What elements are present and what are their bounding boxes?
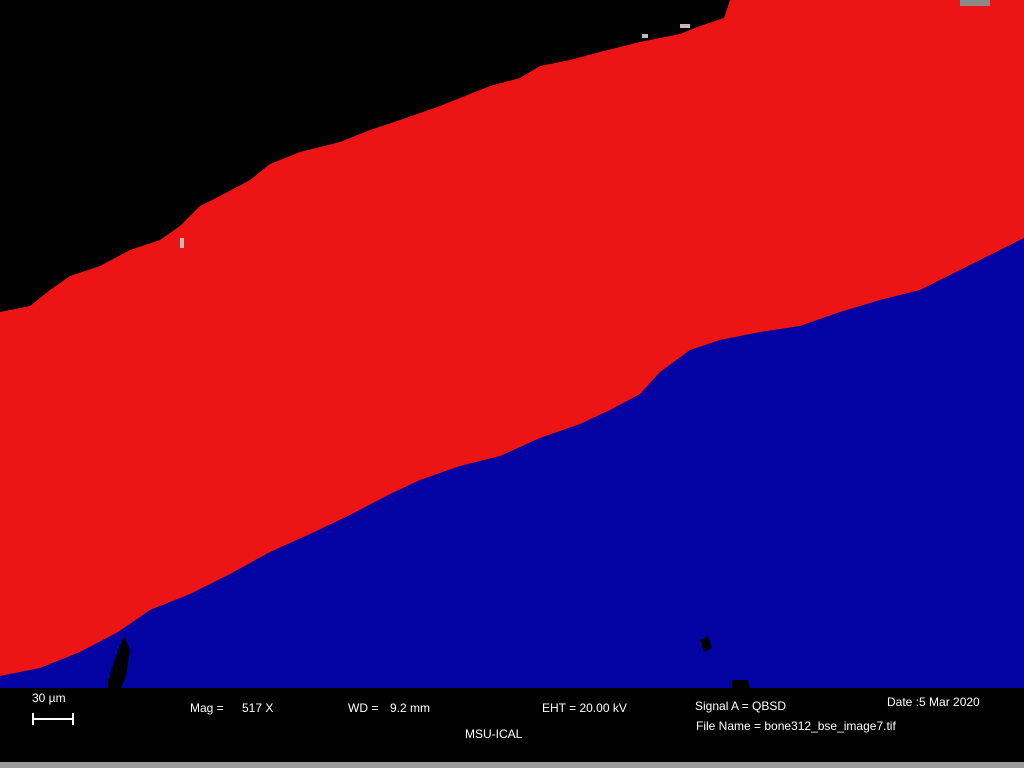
scale-bar-tick — [72, 713, 74, 725]
file-name-label: File Name = bone312_bse_image7.tif — [696, 719, 896, 733]
grain-highlight — [680, 24, 690, 28]
eht-label: EHT = 20.00 kV — [542, 701, 627, 715]
magnification-value: 517 X — [242, 701, 274, 715]
magnification-label: Mag = — [190, 701, 224, 715]
scale-bar-label: 30 µm — [32, 691, 66, 705]
working-distance-label: WD = — [348, 701, 379, 715]
bottom-edge-strip — [0, 762, 1024, 768]
pore-region — [108, 636, 130, 690]
sem-segmented-image — [0, 0, 1024, 690]
date-label: Date :5 Mar 2020 — [887, 695, 980, 709]
scale-bar — [32, 718, 73, 720]
grain-highlight — [960, 0, 990, 6]
working-distance-value: 9.2 mm — [390, 701, 431, 715]
facility-label: MSU-ICAL — [465, 727, 523, 741]
grain-highlight — [180, 238, 184, 248]
red-phase-region — [0, 0, 1024, 676]
pore-region — [732, 680, 750, 690]
grain-highlight — [642, 34, 648, 38]
signal-label: Signal A = QBSD — [695, 699, 787, 713]
pore-region — [700, 636, 712, 652]
scale-bar-tick — [32, 713, 34, 725]
blue-phase-region — [0, 238, 1024, 690]
sem-info-bar: 30 µm Mag = 517 X WD = 9.2 mm EHT = 20.0… — [0, 688, 1024, 768]
